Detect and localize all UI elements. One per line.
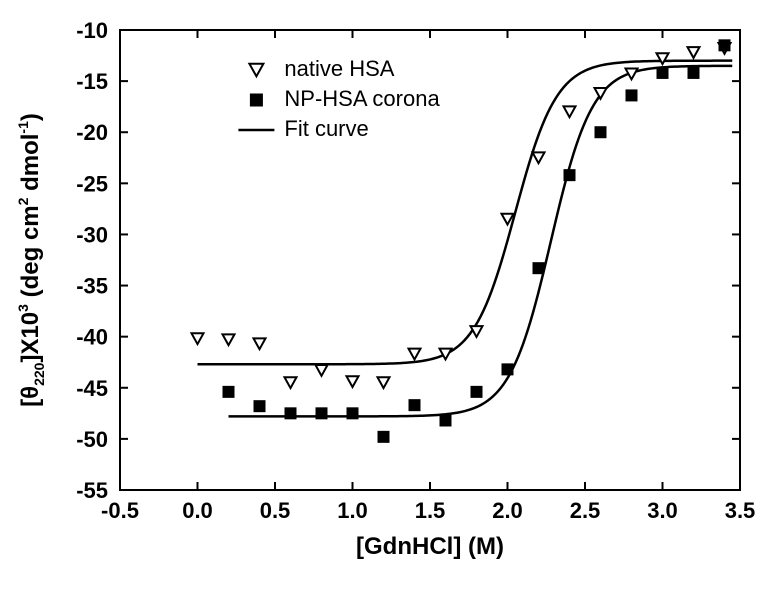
- x-axis-label: [GdnHCl] (M): [356, 533, 504, 560]
- x-tick-label: 1.5: [415, 498, 446, 523]
- y-tick-label: -55: [76, 478, 108, 503]
- y-tick-label: -35: [76, 274, 108, 299]
- marker-square: [688, 67, 699, 78]
- marker-triangle: [192, 333, 204, 344]
- marker-square: [502, 364, 513, 375]
- x-tick-label: 2.0: [492, 498, 523, 523]
- marker-triangle: [688, 47, 700, 58]
- y-tick-label: -20: [76, 120, 108, 145]
- y-tick-label: -30: [76, 222, 108, 247]
- marker-square: [250, 94, 262, 106]
- marker-triangle: [657, 53, 669, 64]
- marker-square: [347, 408, 358, 419]
- marker-triangle: [409, 349, 421, 360]
- marker-square: [657, 67, 668, 78]
- legend-label: native HSA: [284, 56, 394, 81]
- y-tick-label: -50: [76, 427, 108, 452]
- legend: native HSA NP-HSA corona Fit curve: [238, 56, 440, 141]
- marker-triangle: [378, 377, 390, 388]
- x-tick-label: 0.5: [260, 498, 291, 523]
- x-tick-label: 0.0: [182, 498, 213, 523]
- y-tick-label: -45: [76, 376, 108, 401]
- y-tick-label: -25: [76, 171, 108, 196]
- marker-square: [254, 401, 265, 412]
- fit-curve: [198, 61, 733, 365]
- marker-triangle: [249, 64, 263, 77]
- marker-square: [471, 386, 482, 397]
- marker-triangle: [564, 106, 576, 117]
- x-tick-label: 3.0: [647, 498, 678, 523]
- marker-square: [378, 431, 389, 442]
- marker-square: [533, 263, 544, 274]
- marker-triangle: [440, 349, 452, 360]
- marker-triangle: [595, 88, 607, 99]
- series-native-HSA: [192, 43, 731, 388]
- marker-square: [409, 400, 420, 411]
- x-tick-label: 3.5: [725, 498, 756, 523]
- marker-square: [564, 170, 575, 181]
- marker-square: [719, 40, 730, 51]
- marker-square: [440, 415, 451, 426]
- y-tick-label: -10: [76, 18, 108, 43]
- marker-square: [285, 408, 296, 419]
- chart-container: -0.50.00.51.01.52.02.53.03.5-55-50-45-40…: [0, 0, 774, 589]
- chart-svg: -0.50.00.51.01.52.02.53.03.5-55-50-45-40…: [0, 0, 774, 589]
- marker-triangle: [533, 152, 545, 163]
- marker-square: [626, 90, 637, 101]
- marker-triangle: [316, 365, 328, 376]
- y-tick-label: -40: [76, 325, 108, 350]
- marker-triangle: [285, 377, 297, 388]
- marker-triangle: [223, 334, 235, 345]
- legend-label: Fit curve: [284, 116, 368, 141]
- marker-triangle: [254, 338, 266, 349]
- x-tick-label: 1.0: [337, 498, 368, 523]
- marker-triangle: [347, 376, 359, 387]
- marker-square: [316, 408, 327, 419]
- y-tick-label: -15: [76, 69, 108, 94]
- y-axis-label: [θ220]X103 (deg cm2 dmol-1): [15, 113, 47, 407]
- x-tick-label: 2.5: [570, 498, 601, 523]
- legend-label: NP-HSA corona: [284, 86, 440, 111]
- marker-square: [223, 386, 234, 397]
- marker-square: [595, 127, 606, 138]
